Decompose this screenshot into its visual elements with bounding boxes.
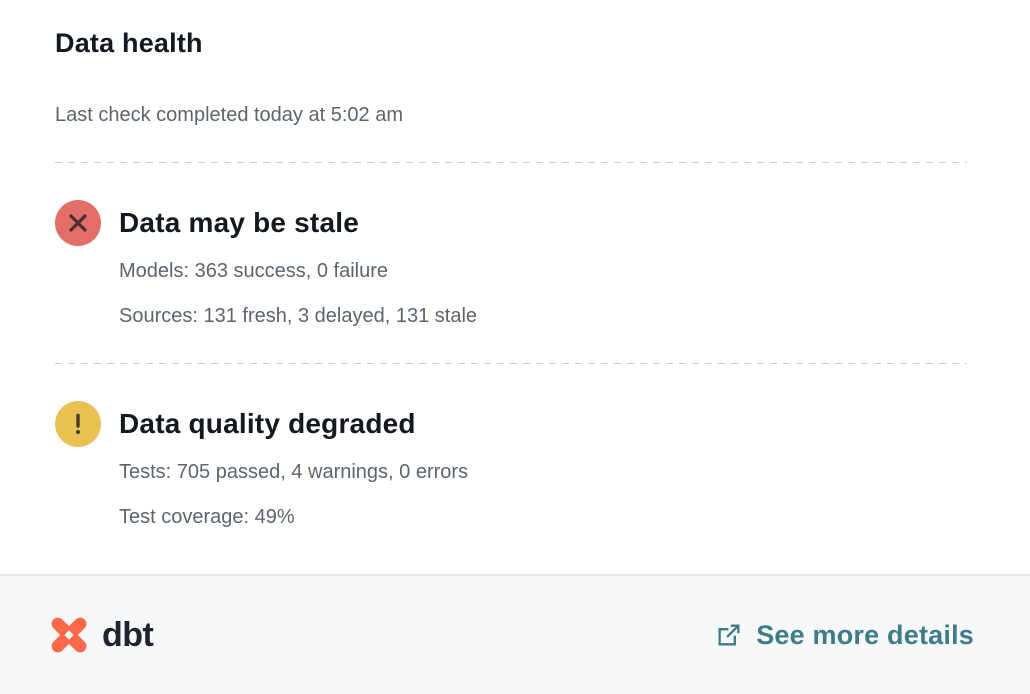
test-coverage: Test coverage: 49% — [119, 506, 295, 528]
tests-summary: Tests: 705 passed, 4 warnings, 0 errors — [119, 461, 469, 483]
error-x-icon — [55, 200, 101, 246]
external-link-icon — [715, 621, 743, 649]
see-more-details-link[interactable]: See more details — [715, 620, 974, 651]
dbt-wordmark: dbt — [102, 615, 154, 654]
see-more-details-label: See more details — [756, 619, 974, 650]
sources-summary: Sources: 131 fresh, 3 delayed, 131 stale — [119, 305, 478, 327]
card-body: Data health Last check completed today a… — [55, 28, 967, 530]
status-title-stale: Data may be stale — [119, 207, 359, 238]
freshness-status-section: Data may be stale Models: 363 success, 0… — [55, 200, 967, 329]
last-check-status: Last check completed today at 5:02 am — [55, 104, 403, 126]
quality-status-section: Data quality degraded Tests: 705 passed,… — [55, 401, 967, 530]
divider — [55, 162, 967, 163]
divider — [55, 363, 967, 364]
status-title-quality: Data quality degraded — [119, 408, 416, 439]
card-footer: dbt See more details — [0, 574, 1030, 694]
dbt-logo: dbt — [46, 612, 154, 658]
page-title: Data health — [55, 28, 203, 58]
models-summary: Models: 363 success, 0 failure — [119, 260, 389, 282]
dbt-logo-icon — [46, 612, 92, 658]
warning-exclamation-icon — [55, 401, 101, 447]
